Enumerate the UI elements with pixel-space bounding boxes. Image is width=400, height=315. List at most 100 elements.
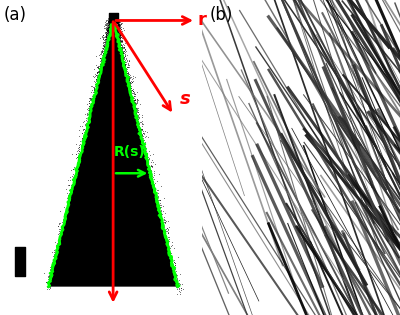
Point xyxy=(115,43,122,48)
Point xyxy=(149,180,156,185)
Point xyxy=(64,208,71,213)
Point xyxy=(112,27,119,32)
Point xyxy=(87,106,93,111)
Point xyxy=(104,39,111,44)
Point xyxy=(94,82,100,87)
Point xyxy=(109,22,116,27)
Point xyxy=(117,37,123,42)
Point xyxy=(171,259,177,264)
Point xyxy=(114,19,121,24)
Point xyxy=(117,35,123,40)
Point xyxy=(109,26,116,32)
Point xyxy=(104,47,110,52)
Point xyxy=(100,48,107,53)
Point xyxy=(138,137,144,142)
Point xyxy=(79,136,85,141)
Point xyxy=(99,66,106,71)
Point xyxy=(55,239,61,244)
Point xyxy=(106,20,112,25)
Point xyxy=(103,54,109,59)
Point xyxy=(88,95,94,100)
Point xyxy=(104,28,111,33)
Point xyxy=(106,22,113,27)
Point xyxy=(118,40,124,45)
Point xyxy=(111,28,117,33)
Point xyxy=(108,30,115,35)
Point xyxy=(155,198,162,203)
Point xyxy=(122,69,129,74)
Point xyxy=(105,27,112,32)
Point xyxy=(66,198,72,203)
Point xyxy=(87,96,94,101)
Point xyxy=(104,39,111,44)
Point xyxy=(79,141,86,146)
Point xyxy=(117,54,124,60)
Point xyxy=(118,56,124,61)
Point xyxy=(98,56,105,61)
Point xyxy=(51,264,57,269)
Point xyxy=(113,34,119,39)
Point xyxy=(90,103,96,108)
Point xyxy=(115,35,122,40)
Point xyxy=(113,26,119,31)
Point xyxy=(117,50,123,55)
Point xyxy=(42,279,49,284)
Point xyxy=(116,28,122,33)
Point xyxy=(115,32,121,37)
Point xyxy=(104,43,111,49)
Point xyxy=(120,54,127,59)
Point xyxy=(52,249,58,254)
Point xyxy=(106,37,112,42)
Point xyxy=(100,43,106,49)
Point xyxy=(129,105,136,110)
Point xyxy=(99,68,105,73)
Point xyxy=(113,29,119,34)
Point xyxy=(131,108,138,113)
Point xyxy=(145,169,151,175)
Point xyxy=(106,43,112,48)
Point xyxy=(122,69,128,74)
Point xyxy=(98,72,104,77)
Point xyxy=(78,152,84,157)
Point xyxy=(116,35,123,40)
Point xyxy=(116,41,122,46)
Point xyxy=(55,246,62,251)
Point xyxy=(111,25,117,30)
Point xyxy=(104,20,111,25)
Point xyxy=(67,175,73,180)
Point xyxy=(102,37,108,43)
Point xyxy=(114,21,120,26)
Point xyxy=(101,52,107,57)
Point xyxy=(125,84,131,89)
Point xyxy=(80,146,86,152)
Point xyxy=(110,27,117,32)
Point xyxy=(111,28,118,33)
Point xyxy=(104,40,111,45)
Point xyxy=(52,256,58,261)
Point xyxy=(152,188,158,193)
Point xyxy=(116,29,123,34)
Point xyxy=(141,131,147,136)
Point xyxy=(90,101,97,106)
Point xyxy=(99,67,106,72)
Point xyxy=(104,43,110,48)
Point xyxy=(103,46,109,51)
Point xyxy=(51,249,57,254)
Point xyxy=(105,29,111,34)
Point xyxy=(121,50,128,55)
Point xyxy=(142,152,149,157)
Point xyxy=(126,86,132,91)
Point xyxy=(94,69,100,74)
Point xyxy=(78,151,84,156)
Point xyxy=(116,48,122,53)
Point xyxy=(107,18,113,23)
Point xyxy=(164,246,171,251)
Point xyxy=(76,164,83,169)
Point xyxy=(120,60,126,66)
Point xyxy=(113,37,119,42)
Point xyxy=(139,139,145,144)
Point xyxy=(122,61,128,66)
Point xyxy=(123,67,130,72)
Point xyxy=(131,94,138,99)
Point xyxy=(127,87,134,92)
